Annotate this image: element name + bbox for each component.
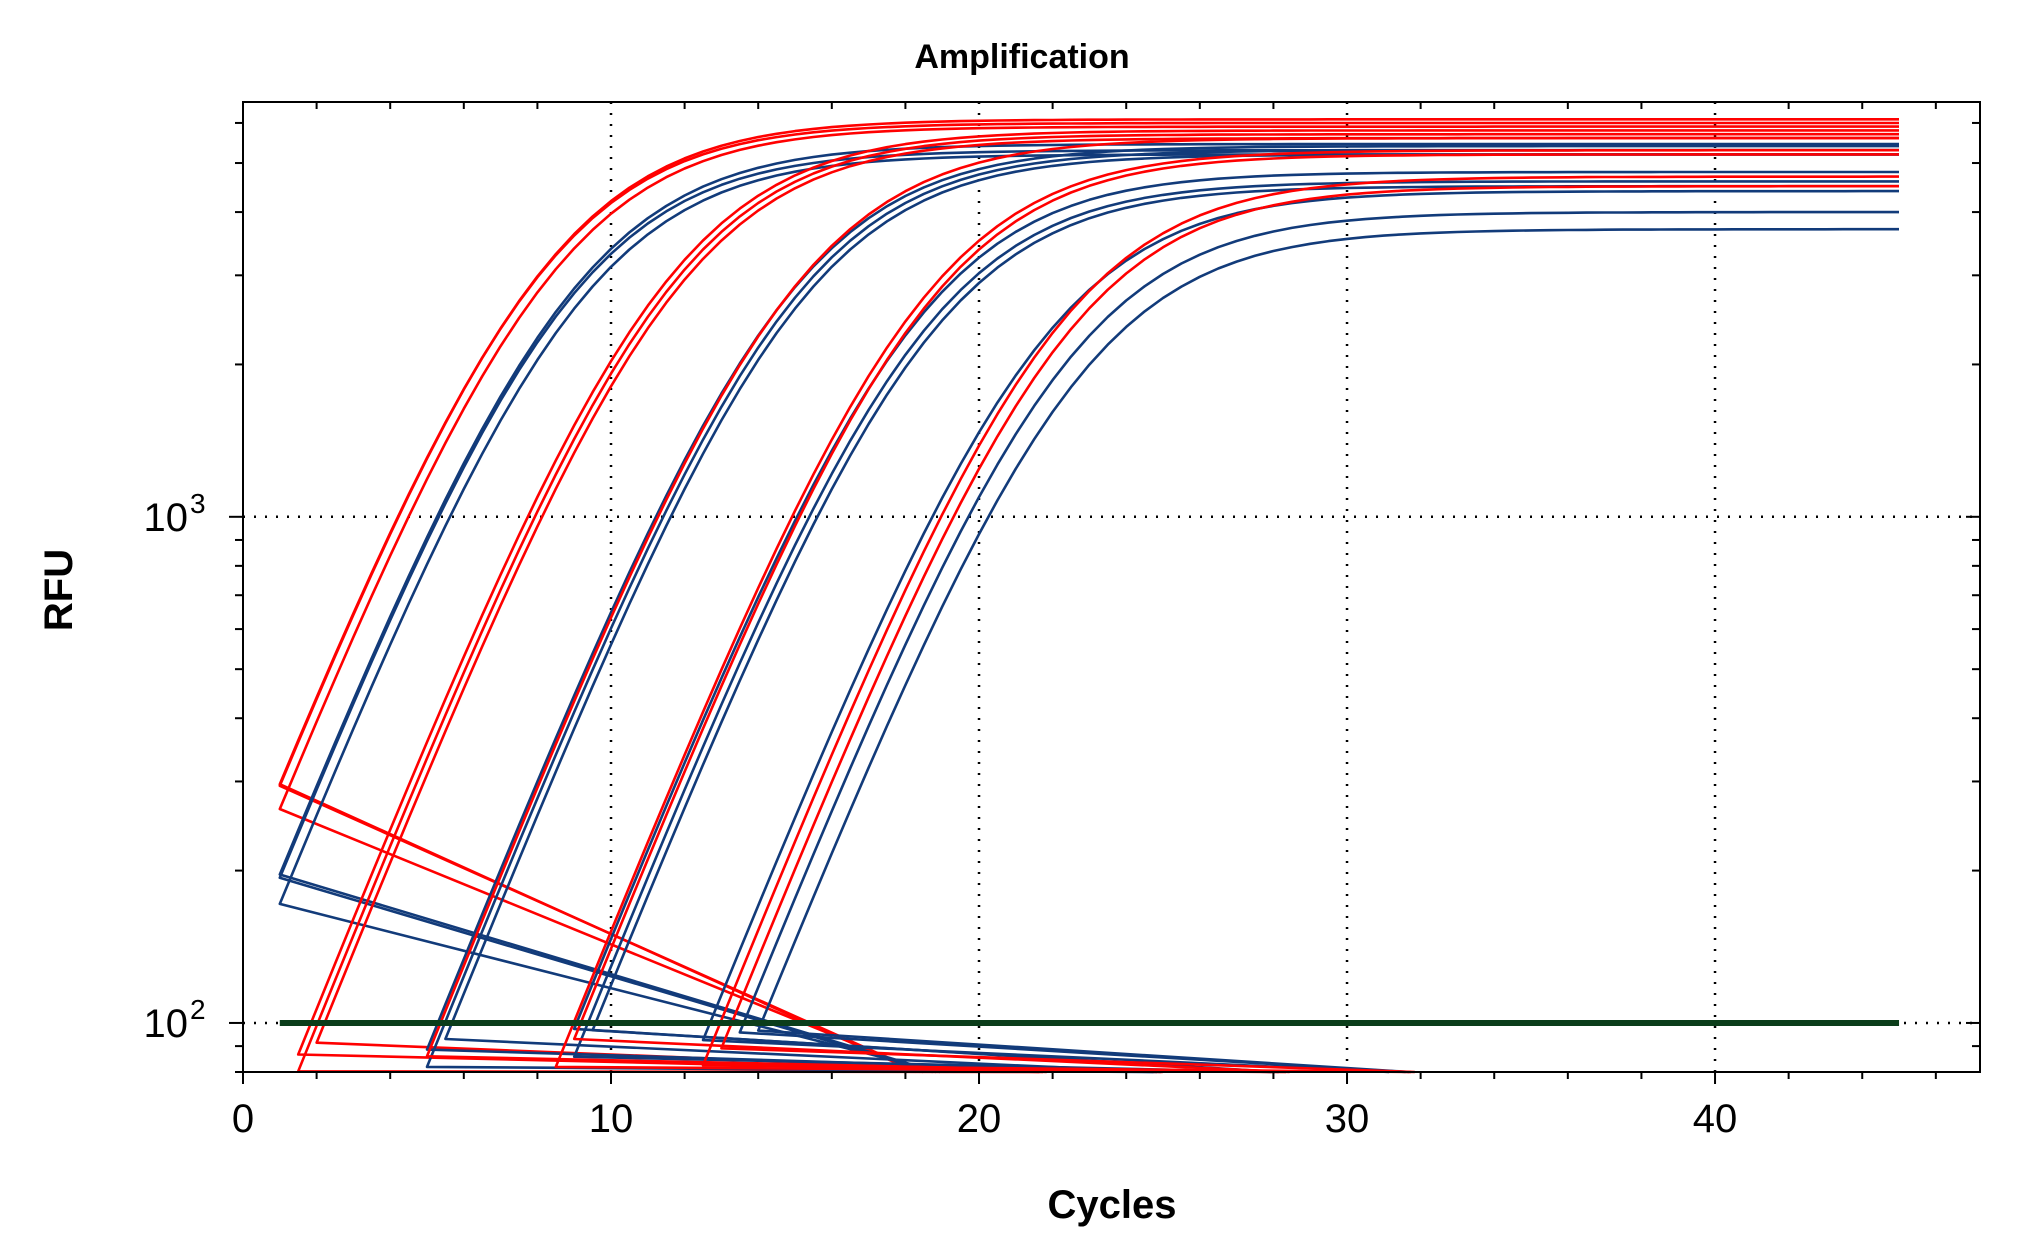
x-tick-label: 30	[1325, 1097, 1370, 1141]
amplification-curve	[701, 189, 1899, 1074]
amplification-curve	[701, 175, 1899, 1074]
y-tick-label-base: 10	[144, 496, 189, 540]
amplification-curve	[425, 148, 1899, 1074]
amplification-curve	[738, 210, 1899, 1074]
y-tick-label-base: 10	[144, 1002, 189, 1046]
x-axis-label: Cycles	[1048, 1183, 1177, 1227]
amplification-curve	[554, 148, 1899, 1074]
y-tick-label-exponent: 3	[190, 488, 206, 519]
x-tick-label: 20	[957, 1097, 1002, 1141]
amplification-curve	[278, 142, 1899, 1074]
amplification-curve	[278, 121, 1899, 1074]
amplification-curve	[278, 118, 1899, 1074]
x-tick-label: 0	[232, 1097, 254, 1141]
amplification-curve	[315, 136, 1899, 1074]
y-tick-label-exponent: 2	[190, 994, 206, 1025]
y-axis-label: RFU	[37, 549, 81, 631]
amplification-curve	[425, 144, 1899, 1074]
y-tick-label: 10 2	[144, 994, 206, 1046]
amplification-curve	[720, 184, 1899, 1074]
amplification-curve	[425, 136, 1899, 1074]
amplification-curve	[296, 129, 1899, 1074]
amplification-curve	[278, 125, 1899, 1074]
amplification-curve	[572, 170, 1899, 1074]
x-tick-label: 40	[1693, 1097, 1738, 1141]
amplification-curve	[756, 227, 1899, 1074]
chart-title: Amplification	[914, 38, 1129, 76]
y-tick-label: 10 3	[144, 488, 206, 540]
plot-frame	[242, 101, 1981, 1073]
amplification-curve	[572, 180, 1899, 1074]
series-lines	[278, 118, 1899, 1074]
amplification-curve	[296, 132, 1899, 1074]
amplification-curve	[572, 153, 1899, 1074]
grid-lines	[243, 102, 1980, 1072]
x-tick-label: 10	[589, 1097, 634, 1141]
